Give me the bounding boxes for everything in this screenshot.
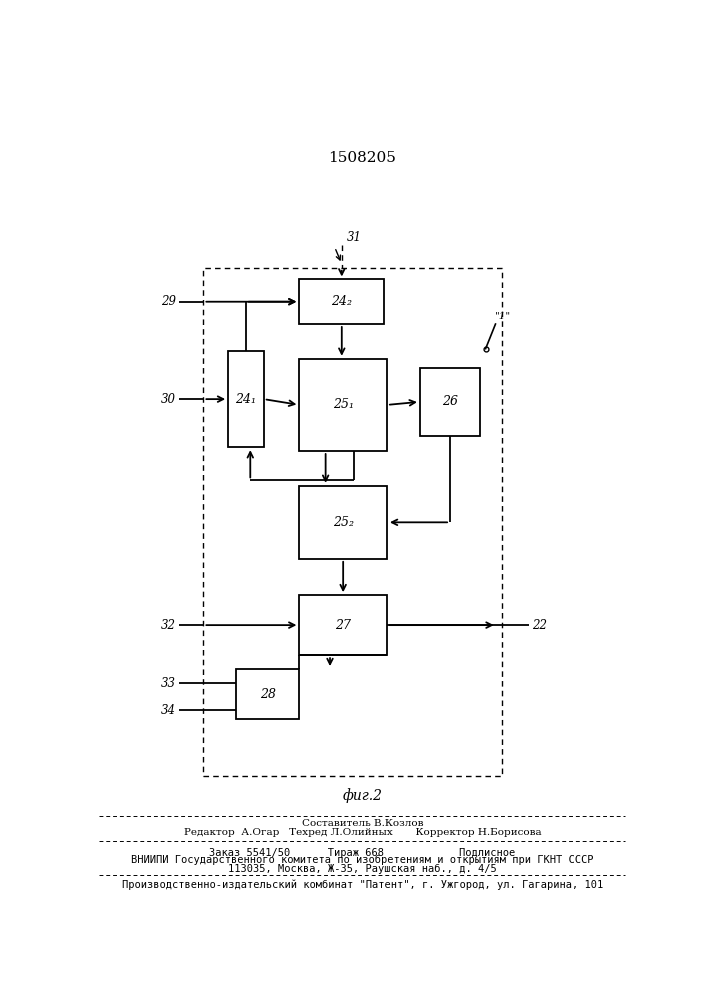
Text: 24₂: 24₂ <box>332 295 352 308</box>
Text: 33: 33 <box>161 677 176 690</box>
Text: 32: 32 <box>161 619 176 632</box>
Text: 31: 31 <box>347 231 362 244</box>
Text: 113035, Москва, Ж-35, Раушская наб., д. 4/5: 113035, Москва, Ж-35, Раушская наб., д. … <box>228 864 497 874</box>
Text: Заказ 5541/50      Тираж 668            Подлисное: Заказ 5541/50 Тираж 668 Подлисное <box>209 848 515 858</box>
Text: Составитель В.Козлов: Составитель В.Козлов <box>302 819 423 828</box>
Text: 25₂: 25₂ <box>333 516 354 529</box>
Text: Производственно-издательский комбинат "Патент", г. Ужгород, ул. Гагарина, 101: Производственно-издательский комбинат "П… <box>122 879 603 890</box>
Bar <box>299 279 385 324</box>
Text: 30: 30 <box>161 393 176 406</box>
Text: 22: 22 <box>532 619 547 632</box>
Bar <box>299 595 387 655</box>
Bar <box>236 669 299 719</box>
Text: 34: 34 <box>161 704 176 717</box>
Bar <box>299 359 387 451</box>
Bar <box>299 486 387 559</box>
Bar <box>204 268 502 776</box>
Bar <box>420 368 480 436</box>
Text: фиг.2: фиг.2 <box>342 788 382 803</box>
Text: 27: 27 <box>335 619 351 632</box>
Text: Редактор  А.Огар   Техред Л.Олийных       Корректор Н.Борисова: Редактор А.Огар Техред Л.Олийных Коррект… <box>184 828 541 837</box>
Bar <box>228 351 264 447</box>
Text: ВНИИПИ Государственного комитета по изобретениям и открытиям при ГКНТ СССР: ВНИИПИ Государственного комитета по изоб… <box>131 855 594 865</box>
Text: 24₁: 24₁ <box>235 393 257 406</box>
Text: 28: 28 <box>259 688 276 701</box>
Text: "1": "1" <box>496 312 512 321</box>
Text: 1508205: 1508205 <box>328 151 397 165</box>
Text: 26: 26 <box>442 395 458 408</box>
Text: 29: 29 <box>161 295 176 308</box>
Text: 25₁: 25₁ <box>333 398 354 411</box>
